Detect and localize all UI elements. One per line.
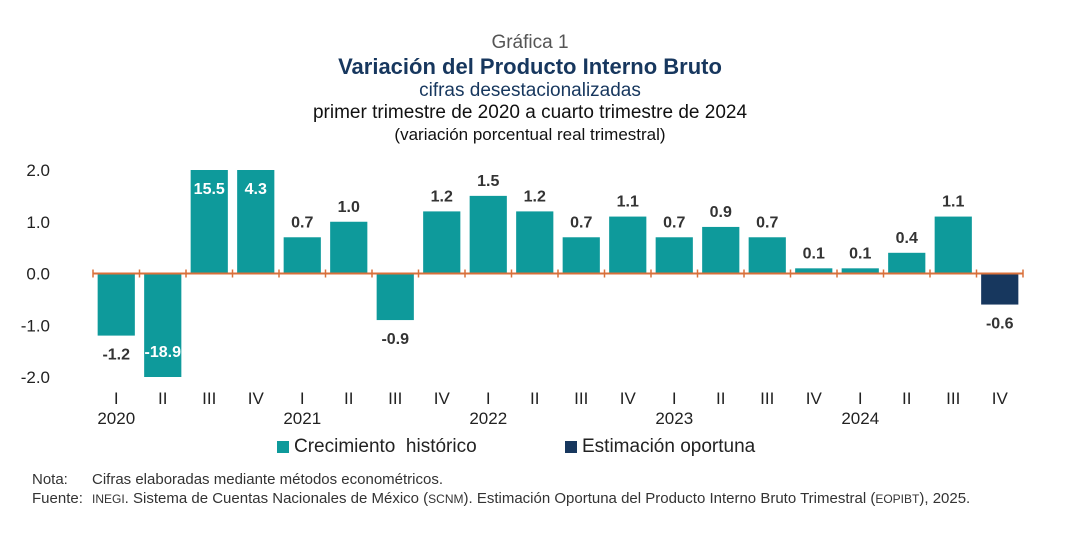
x-tick-label: IV [248,389,265,408]
legend-item-estimate: Estimación oportuna [565,436,755,458]
bar [330,221,368,274]
x-tick-label: IV [992,389,1009,408]
x-tick-label: IV [806,389,823,408]
y-tick-label: 0.0 [26,265,50,284]
data-label: 1.1 [942,194,964,211]
bar [190,170,228,274]
x-tick-label: III [946,389,960,408]
legend-swatch-estimate [565,441,577,453]
source-eopibt: EOPIBT [875,492,920,506]
bar [609,216,647,274]
source-text-c: ), 2025. [919,490,971,507]
year-label: 2022 [469,409,507,428]
note-text: Cifras elaboradas mediante métodos econo… [92,471,444,488]
source-inegi: INEGI [92,492,125,506]
bar [888,252,926,274]
x-tick-label: I [300,389,305,408]
bar [841,268,879,274]
bar [981,273,1019,305]
bar [702,226,740,274]
x-tick-label: IV [434,389,451,408]
y-tick-label: -1.0 [21,316,50,335]
bar [376,273,414,321]
source-scnm: SCNM [428,492,464,506]
x-tick-label: II [530,389,539,408]
data-label: 0.1 [803,245,825,262]
year-label: 2024 [841,409,879,428]
x-tick-label: I [672,389,677,408]
note-label: Nota: [32,471,68,488]
y-tick-label: -2.0 [21,368,50,387]
legend-label-historic: Crecimiento histórico [294,436,477,457]
bar [144,273,182,377]
bar [748,237,786,274]
bar [283,237,321,274]
x-tick-label: II [716,389,725,408]
source-text: INEGI. Sistema de Cuentas Nacionales de … [92,489,1042,509]
data-label: 15.5 [194,181,225,198]
x-tick-label: I [114,389,119,408]
legend-item-historic: Crecimiento histórico [277,436,477,458]
chart-subtitle-2: primer trimestre de 2020 a cuarto trimes… [312,102,748,123]
bar-chart: 2.0 1.0 0.0 -1.0 -2.0 -1.2 -18.9 15.5 4.3 0.7 1.0 -… [21,161,1024,428]
source-text-a: . Sistema de Cuentas Nacionales de Méxic… [124,490,429,507]
data-label: 0.1 [849,245,871,262]
x-tick-label: I [858,389,863,408]
data-label: 0.7 [291,214,313,231]
chart-subtitle-1: cifras desestacionalizadas [419,80,641,101]
x-tick-label: III [574,389,588,408]
chart-subtitle-3: (variación porcentual real trimestral) [394,125,666,144]
source-row: Fuente: INEGI. Sistema de Cuentas Nacion… [32,489,1042,509]
data-label: 1.2 [524,188,546,205]
y-tick-label: 1.0 [26,213,50,232]
data-label: 1.1 [617,194,639,211]
x-tick-label: III [388,389,402,408]
data-label: -0.9 [381,331,409,348]
data-label: 0.9 [710,204,732,221]
bar [469,195,507,274]
bar [562,237,600,274]
y-tick-label: 2.0 [26,161,50,180]
footnotes: Nota: Cifras elaboradas mediante métodos… [32,470,1042,509]
bar [237,170,275,274]
year-label: 2020 [97,409,135,428]
legend-swatch-historic [277,441,289,453]
bar [516,211,554,274]
data-label: 4.3 [245,181,267,198]
data-label: 0.7 [570,214,592,231]
bar [795,268,833,274]
chart-titles: Gráfica 1 Variación del Producto Interno… [0,32,1060,146]
bar [423,211,461,274]
note-row: Nota: Cifras elaboradas mediante métodos… [32,470,1042,489]
source-label: Fuente: [32,490,83,507]
data-label: 1.2 [431,188,453,205]
data-label: -1.2 [102,347,130,364]
x-tick-label: II [902,389,911,408]
x-tick-label: I [486,389,491,408]
chart-title: Variación del Producto Interno Bruto [338,54,722,79]
legend: Crecimiento histórico Estimación oportun… [0,436,1080,460]
bar [655,237,693,274]
bar [934,216,972,274]
data-label: 1.5 [477,173,499,190]
year-label: 2023 [655,409,693,428]
data-label: 0.7 [756,214,778,231]
x-tick-label: II [344,389,353,408]
x-tick-label: IV [620,389,637,408]
data-label: -0.6 [986,316,1014,333]
data-label: 0.7 [663,214,685,231]
year-label: 2021 [283,409,321,428]
source-text-b: ). Estimación Oportuna del Producto Inte… [463,490,876,507]
data-label: 0.4 [896,230,918,247]
chart-label: Gráfica 1 [491,32,569,53]
x-tick-label: III [760,389,774,408]
x-tick-label: II [158,389,167,408]
legend-label-estimate: Estimación oportuna [582,436,756,457]
data-label: 1.0 [338,199,360,216]
x-tick-label: III [202,389,216,408]
bar [97,273,135,336]
data-label: -18.9 [145,344,182,361]
